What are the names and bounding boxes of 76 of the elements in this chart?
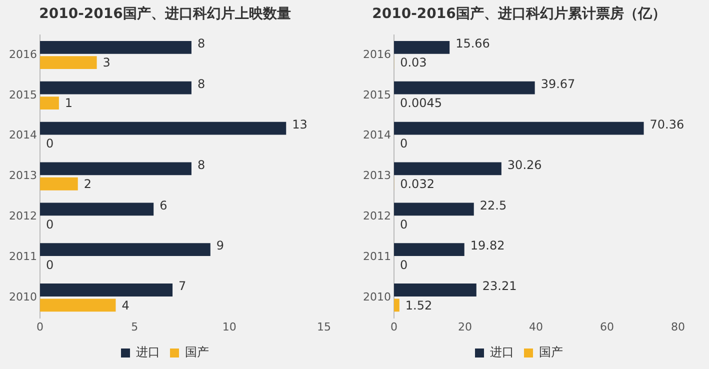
data-label: 0.0045: [400, 96, 442, 110]
x-tick-label: 5: [131, 320, 138, 334]
bar: [40, 284, 173, 296]
y-tick-label: 2016: [362, 48, 391, 61]
y-tick-label: 2015: [8, 88, 37, 102]
data-label: 0: [400, 217, 408, 232]
y-tick-label: 2016: [8, 48, 37, 61]
bar: [394, 298, 400, 312]
y-tick-label: 2012: [362, 210, 391, 223]
bar: [394, 243, 464, 256]
data-label: 0: [46, 136, 54, 151]
data-label: 22.5: [480, 198, 507, 212]
y-tick-label: 2013: [362, 169, 391, 182]
data-label: 0.03: [400, 56, 427, 70]
data-label: 1.52: [405, 298, 432, 312]
bar: [40, 177, 78, 190]
data-label: 39.67: [540, 76, 576, 91]
y-tick-label: 2010: [362, 290, 391, 304]
data-label: 15.66: [456, 36, 490, 51]
data-label: 4: [122, 298, 130, 312]
bar: [40, 40, 192, 54]
data-label: 70.36: [650, 117, 684, 132]
x-tick-label: 20: [458, 320, 472, 334]
data-label: 8: [197, 76, 206, 91]
data-label: 9: [216, 238, 224, 253]
y-tick-label: 2012: [8, 210, 37, 223]
legend-label: 国产: [185, 345, 209, 360]
bar: [394, 284, 476, 296]
data-label: 30.26: [507, 158, 542, 172]
data-label: 0: [400, 258, 408, 272]
y-tick-label: 2015: [362, 88, 391, 102]
data-label: 19.82: [470, 238, 505, 253]
y-tick-label: 2013: [8, 169, 37, 182]
bar: [40, 56, 97, 70]
data-label: 1: [64, 96, 73, 110]
y-tick-label: 2010: [8, 290, 37, 304]
x-tick-label: 0: [36, 320, 44, 334]
bar: [394, 162, 502, 176]
data-label: 6: [160, 198, 168, 212]
bar: [40, 122, 286, 135]
data-label: 8: [197, 158, 206, 172]
legend-label: 国产: [539, 345, 563, 360]
legend-label: 进口: [490, 345, 514, 360]
x-tick-label: 0: [390, 320, 398, 334]
data-label: 0: [46, 258, 54, 272]
bar: [40, 202, 154, 216]
bar: [40, 162, 192, 176]
x-tick-label: 60: [600, 320, 614, 334]
data-label: 2: [84, 177, 92, 192]
x-tick-label: 80: [671, 320, 685, 334]
y-tick-label: 2011: [8, 250, 37, 264]
y-tick-label: 2011: [362, 250, 391, 264]
data-label: 3: [102, 56, 110, 70]
chart-title: 2010-2016国产、进口科幻片累计票房（亿）: [372, 5, 666, 22]
data-label: 7: [178, 279, 186, 294]
bar: [40, 298, 116, 312]
bar: [40, 96, 59, 110]
bar: [394, 81, 535, 94]
y-tick-label: 2014: [362, 128, 391, 142]
data-label: 8: [197, 36, 206, 51]
bar: [394, 40, 450, 54]
data-label: 0.032: [400, 177, 434, 192]
legend-label: 进口: [136, 345, 160, 360]
data-label: 0: [400, 136, 408, 151]
data-label: 23.21: [482, 279, 517, 294]
chart-title: 2010-2016国产、进口科幻片上映数量: [39, 5, 291, 22]
bar: [394, 202, 474, 216]
data-label: 0: [46, 217, 54, 232]
x-tick-label: 10: [222, 320, 236, 334]
data-label: 13: [292, 117, 308, 132]
x-tick-label: 40: [528, 320, 543, 334]
y-tick-label: 2014: [8, 128, 37, 142]
bar: [394, 122, 644, 135]
bar: [40, 243, 210, 256]
bar: [40, 81, 192, 94]
x-tick-label: 15: [317, 320, 331, 334]
